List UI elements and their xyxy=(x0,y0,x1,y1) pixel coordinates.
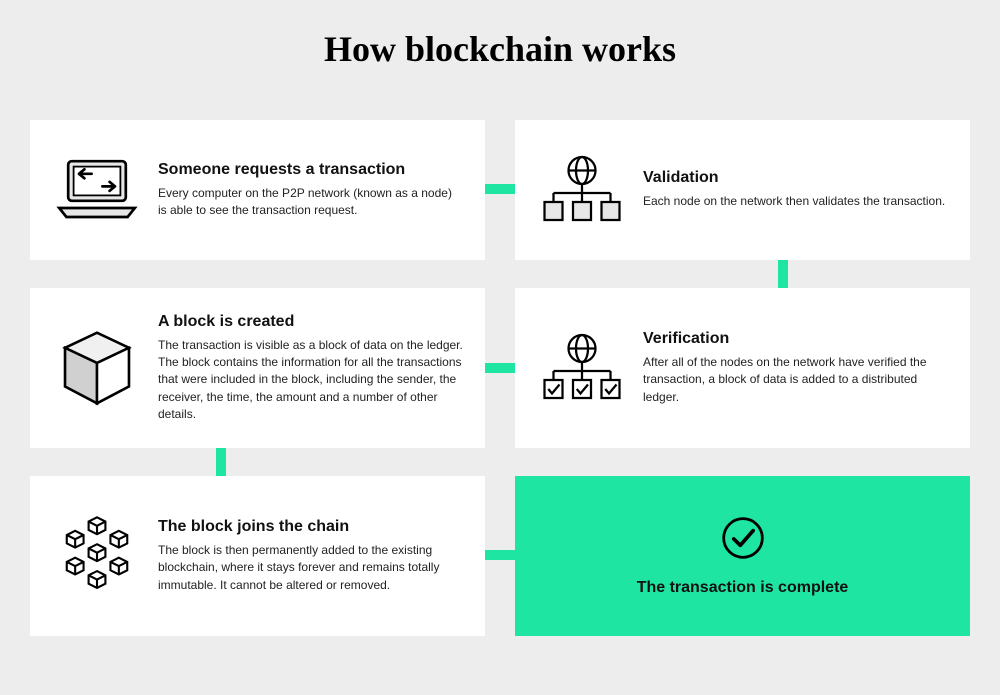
step-validation: Validation Each node on the network then… xyxy=(515,120,970,260)
laptop-arrows-icon xyxy=(52,145,142,235)
step-body: Each node on the network then validates … xyxy=(643,193,948,210)
step-body: After all of the nodes on the network ha… xyxy=(643,354,948,406)
step-body: The transaction is visible as a block of… xyxy=(158,337,463,424)
final-heading: The transaction is complete xyxy=(637,579,849,597)
step-heading: Validation xyxy=(643,169,948,187)
step-heading: Verification xyxy=(643,330,948,348)
step-heading: Someone requests a transaction xyxy=(158,161,463,179)
step-heading: The block joins the chain xyxy=(158,518,463,536)
step-body: The block is then permanently added to t… xyxy=(158,542,463,594)
cube-icon xyxy=(52,323,142,413)
step-joins-chain: The block joins the chain The block is t… xyxy=(30,476,485,636)
step-heading: A block is created xyxy=(158,313,463,331)
page-title: How blockchain works xyxy=(0,28,1000,70)
cube-chain-icon xyxy=(52,511,142,601)
check-circle-icon xyxy=(720,515,766,561)
step-body: Every computer on the P2P network (known… xyxy=(158,185,463,220)
step-request: Someone requests a transaction Every com… xyxy=(30,120,485,260)
step-block-created: A block is created The transaction is vi… xyxy=(30,288,485,448)
step-final: The transaction is complete xyxy=(515,476,970,636)
globe-nodes-check-icon xyxy=(537,323,627,413)
steps-grid: Someone requests a transaction Every com… xyxy=(30,120,970,636)
step-verification: Verification After all of the nodes on t… xyxy=(515,288,970,448)
globe-nodes-icon xyxy=(537,145,627,235)
